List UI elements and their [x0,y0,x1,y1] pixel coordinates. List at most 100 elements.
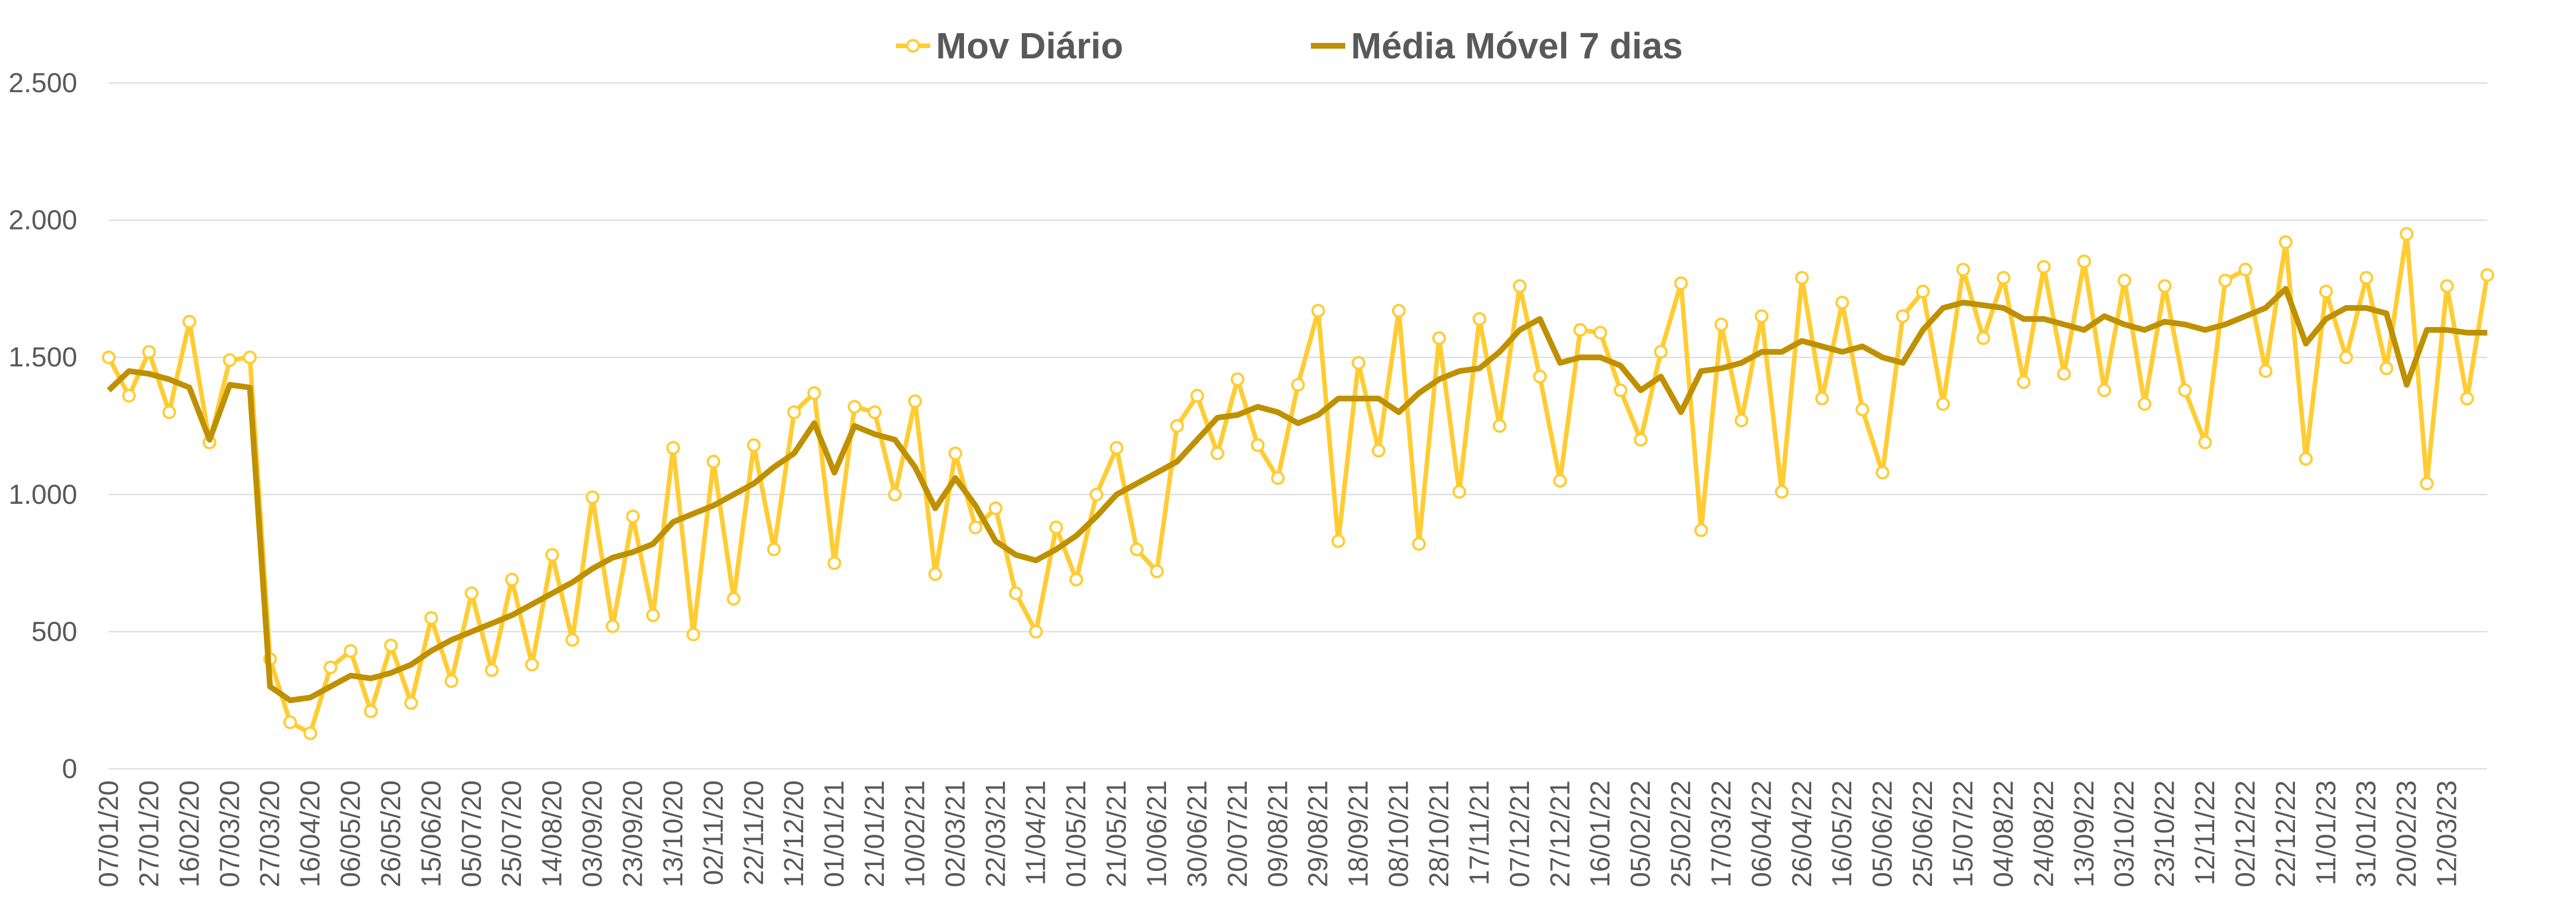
x-tick-label: 13/09/22 [2069,780,2100,887]
x-tick-label: 04/08/22 [1989,780,2019,887]
x-tick-label: 17/11/21 [1464,780,1495,885]
point-marker [928,567,942,581]
point-marker [142,345,156,359]
point-marker [424,611,438,625]
point-marker [2420,476,2434,491]
point-marker [1372,444,1386,458]
point-marker [1170,419,1184,433]
point-marker [505,573,519,587]
x-tick-label: 22/11/20 [739,780,769,885]
x-tick-label: 16/01/22 [1586,780,1616,887]
point-marker [2299,452,2313,466]
point-marker [1150,564,1164,578]
point-marker [2218,274,2233,288]
x-tick-label: 21/05/21 [1102,780,1132,887]
x-tick-label: 10/06/21 [1142,780,1172,887]
point-marker [384,638,398,653]
x-tick-label: 20/07/21 [1223,780,1253,887]
x-tick-label: 11/01/23 [2311,780,2341,885]
x-tick-label: 18/09/21 [1344,780,1374,887]
point-marker [1956,262,1970,277]
point-marker [223,353,237,367]
x-tick-label: 01/01/21 [820,780,850,887]
x-tick-label: 07/03/20 [215,780,245,887]
point-marker [565,633,579,647]
point-marker [868,405,882,420]
x-tick-label: 29/08/21 [1303,780,1334,887]
x-tick-label: 21/01/21 [860,780,890,887]
point-marker [2198,435,2212,449]
point-marker [807,386,821,400]
x-tick-label: 22/12/22 [2271,780,2301,887]
x-tick-label: 26/04/22 [1787,780,1818,887]
point-marker [888,487,902,502]
point-marker [364,704,378,718]
point-marker [1392,303,1406,318]
point-marker [1815,392,1830,406]
point-marker [2379,361,2393,376]
point-marker [1855,402,1870,417]
point-marker [1573,323,1587,337]
point-marker [666,441,680,455]
point-marker [2278,235,2293,249]
x-tick-label: 02/03/21 [941,780,971,887]
legend-label: Média Móvel 7 dias [1351,25,1683,66]
x-tick-label: 03/09/20 [578,780,608,887]
point-marker [2178,383,2192,397]
point-marker [525,657,539,672]
point-marker [1996,271,2010,285]
point-marker [1835,295,1850,310]
x-tick-label: 12/11/22 [2190,780,2221,885]
point-marker [1795,271,1809,285]
point-marker [746,438,761,452]
point-marker [908,394,922,408]
point-marker [1654,345,1668,359]
point-marker [706,455,721,469]
point-marker [1714,317,1728,331]
x-tick-label: 30/06/21 [1182,780,1212,887]
series-line [106,231,2490,736]
x-tick-label: 27/03/20 [255,780,286,887]
point-marker [1634,432,1648,447]
point-marker [1875,465,1890,480]
point-marker [323,660,338,674]
point-marker [122,389,136,403]
point-marker [2339,350,2353,365]
x-tick-label: 25/07/20 [497,780,527,887]
point-marker [606,619,620,633]
x-tick-label: 10/02/21 [900,780,930,887]
x-tick-label: 13/10/20 [658,780,689,887]
point-marker [2158,279,2172,293]
x-tick-label: 26/05/20 [376,780,406,887]
x-tick-label: 31/01/23 [2352,780,2382,887]
point-marker [2077,254,2091,269]
point-marker [2097,383,2111,397]
point-marker [1331,534,1345,548]
x-tick-label: 11/04/21 [1021,780,1052,885]
point-marker [1049,520,1063,535]
x-tick-label: 05/02/22 [1626,780,1656,887]
x-tick-label: 12/12/20 [779,780,809,887]
x-tick-label: 28/10/21 [1424,780,1455,887]
point-marker [1089,487,1104,502]
x-tick-label: 02/11/20 [698,780,729,885]
point-marker [989,501,1003,515]
point-marker [1352,356,1366,370]
point-marker [726,591,741,606]
point-marker [1412,537,1426,551]
x-tick-label: 02/12/22 [2230,780,2261,887]
x-tick-label: 09/08/21 [1263,780,1293,887]
y-tick-label: 0 [62,754,77,784]
point-marker [1009,586,1023,601]
point-marker [2017,375,2031,389]
x-tick-label: 23/09/20 [618,780,649,887]
point-marker [1936,397,1950,411]
x-tick-label: 06/05/20 [336,780,366,887]
point-marker [767,542,781,556]
point-marker [2359,271,2373,285]
point-marker [243,350,257,365]
point-marker [626,510,640,524]
point-marker [948,446,962,460]
point-marker [1452,485,1467,499]
point-marker [2057,366,2071,381]
